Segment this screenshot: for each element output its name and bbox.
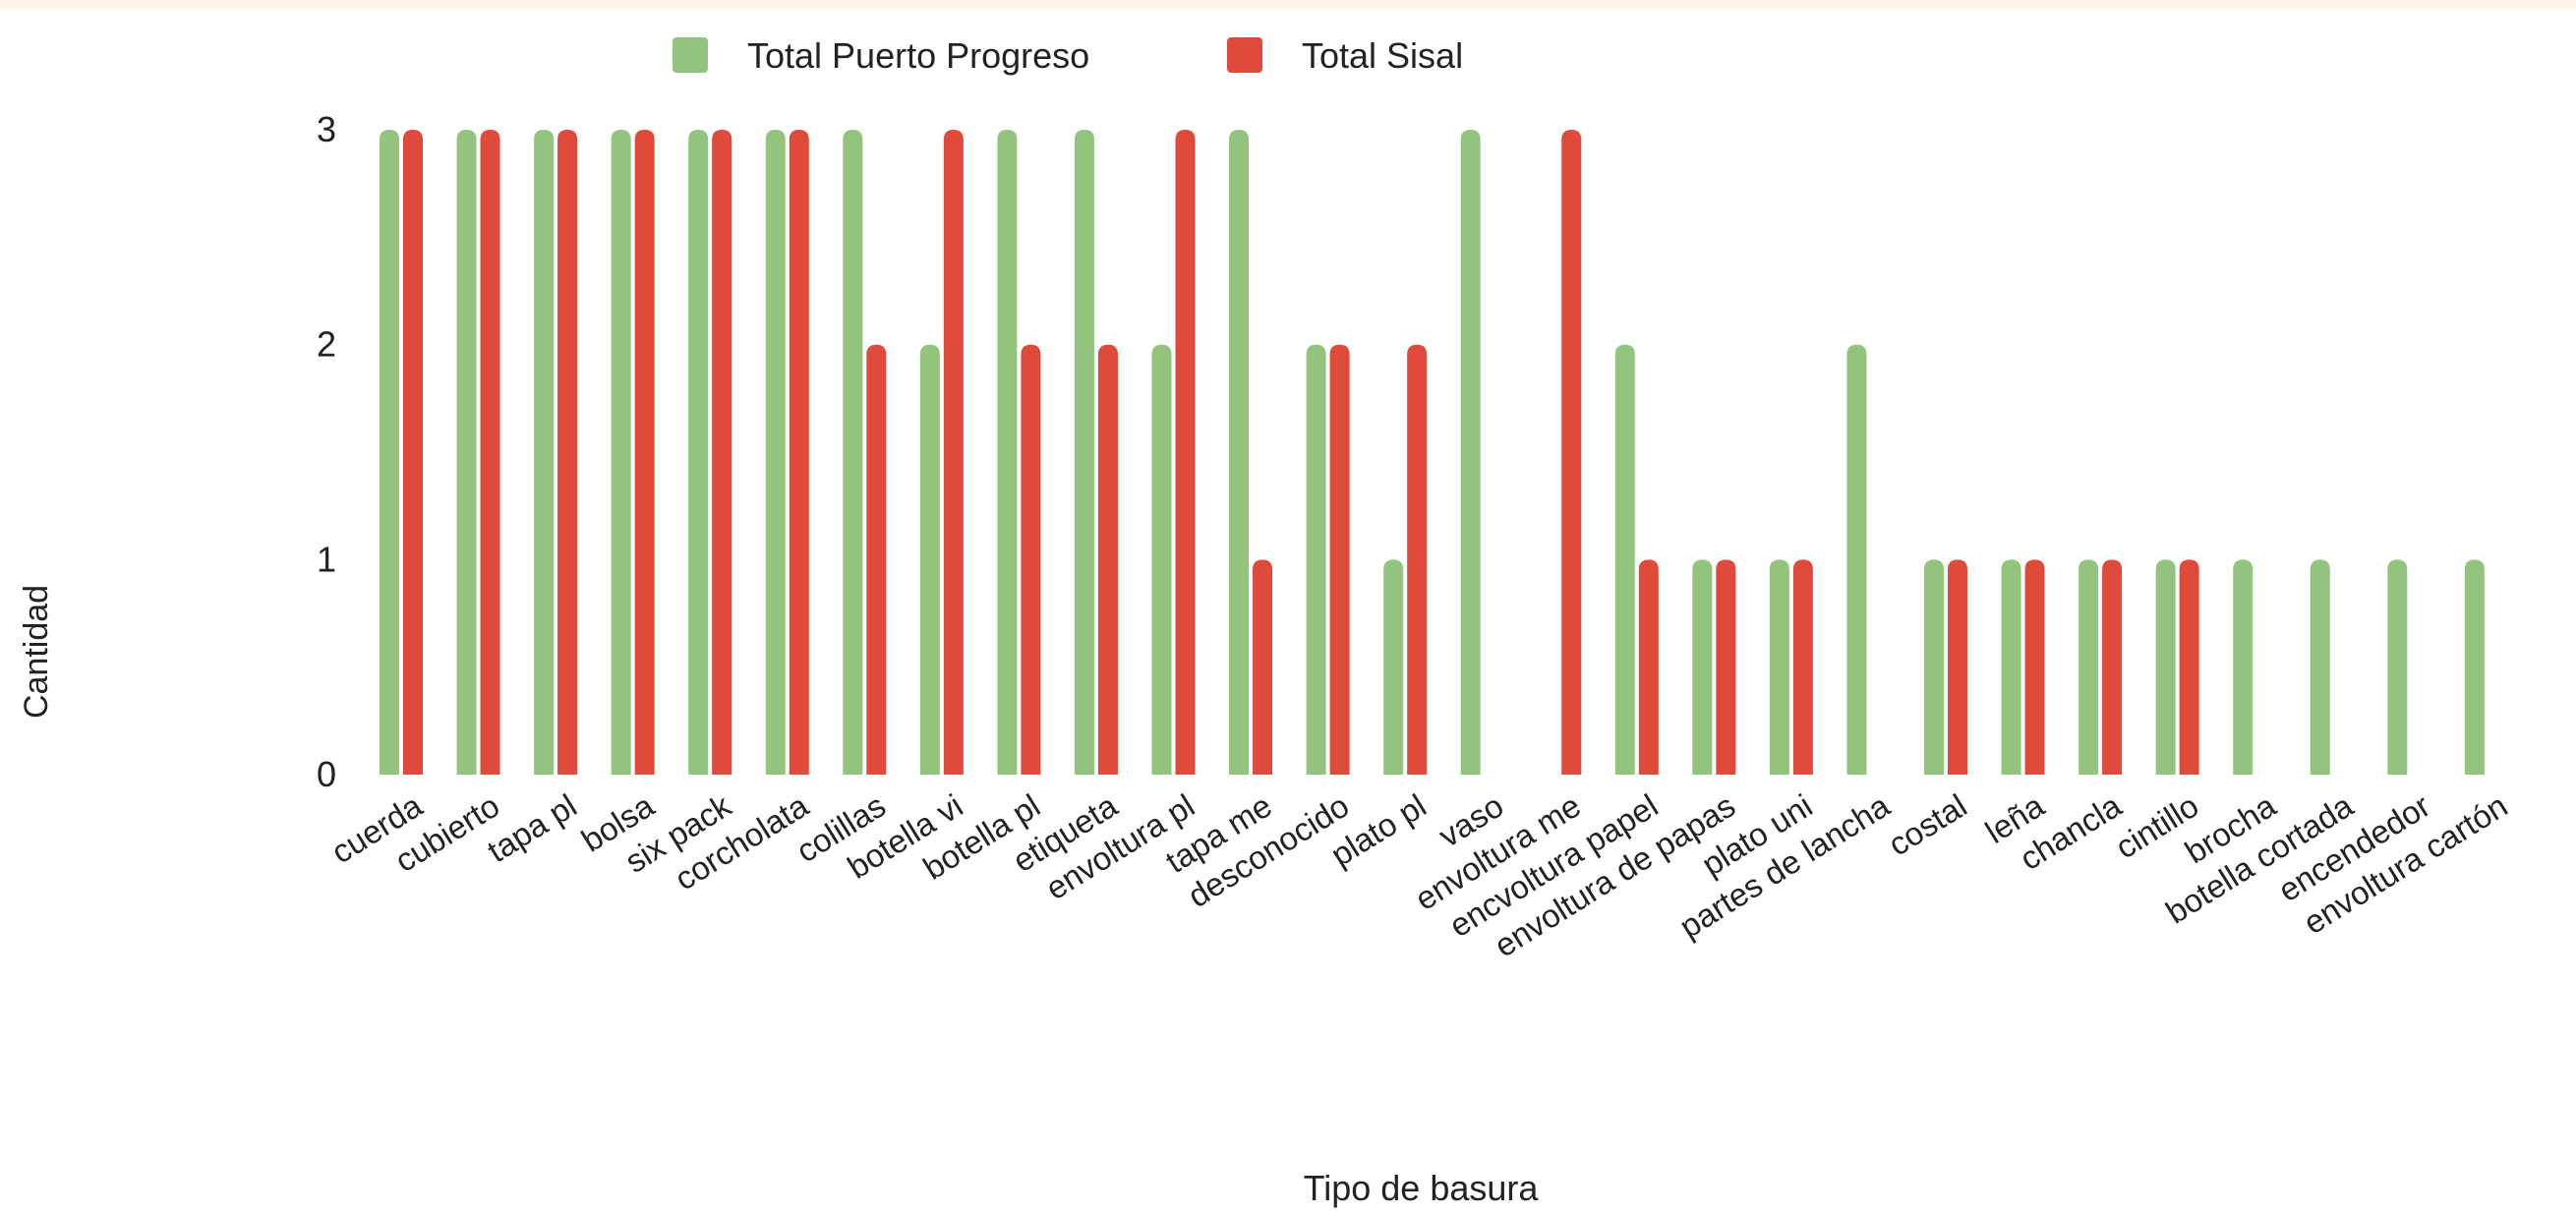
legend-label-total-sisal: Total Sisal xyxy=(1302,35,1463,76)
y-axis: 0 1 2 3 xyxy=(317,109,336,794)
bar-total-puerto-progreso-envoltura-pl xyxy=(1151,344,1172,775)
bar-total-sisal-botella-vi xyxy=(943,130,964,775)
bar-total-puerto-progreso-plato-uni xyxy=(1769,559,1789,775)
bar-total-puerto-progreso-cintillo xyxy=(2155,559,2176,775)
bar-total-puerto-progreso-encendedor xyxy=(2387,559,2408,775)
bar-total-puerto-progreso-encvoltura-papel xyxy=(1614,344,1635,775)
top-strip xyxy=(0,0,2576,10)
bar-total-puerto-progreso-plato-pl xyxy=(1383,559,1404,775)
y-tick-label: 2 xyxy=(317,324,336,365)
bar-total-puerto-progreso-lena xyxy=(2001,559,2021,775)
bar-total-sisal-tapa-pl xyxy=(557,130,578,775)
x-tick-label-costal: costal xyxy=(1882,787,1973,863)
bar-total-puerto-progreso-botella-pl xyxy=(997,130,1018,775)
bar-total-puerto-progreso-envoltura-carton xyxy=(2464,559,2485,775)
bar-total-sisal-envoltura-pl xyxy=(1175,130,1196,775)
y-tick-label: 0 xyxy=(317,754,336,794)
bar-total-sisal-plato-pl xyxy=(1407,344,1428,775)
bar-total-sisal-tapa-me xyxy=(1253,559,1273,775)
bar-total-sisal-envoltura-me xyxy=(1561,130,1582,775)
bar-total-puerto-progreso-brocha xyxy=(2233,559,2254,775)
bar-total-sisal-chancla xyxy=(2102,559,2123,775)
bar-total-puerto-progreso-costal xyxy=(1924,559,1944,775)
bar-total-puerto-progreso-cubierto xyxy=(456,130,477,775)
bar-total-puerto-progreso-vaso xyxy=(1460,130,1481,775)
bar-total-sisal-botella-pl xyxy=(1021,344,1041,775)
y-tick-label: 1 xyxy=(317,539,336,579)
bar-total-puerto-progreso-colillas xyxy=(843,130,863,775)
bar-total-puerto-progreso-chancla xyxy=(2078,559,2099,775)
bar-total-sisal-lena xyxy=(2024,559,2045,775)
bar-total-sisal-cintillo xyxy=(2179,559,2199,775)
bar-total-puerto-progreso-tapa-pl xyxy=(534,130,555,775)
legend: Total Puerto Progreso Total Sisal xyxy=(673,35,1463,76)
bar-total-puerto-progreso-envoltura-de-papas xyxy=(1692,559,1713,775)
bar-total-sisal-plato-uni xyxy=(1792,559,1813,775)
bar-total-sisal-six-pack xyxy=(712,130,732,775)
bar-total-puerto-progreso-desconocido xyxy=(1306,344,1326,775)
bar-total-sisal-costal xyxy=(1948,559,1967,775)
x-axis-title: Tipo de basura xyxy=(1304,1168,1540,1208)
bar-total-sisal-colillas xyxy=(866,344,887,775)
bar-total-sisal-etiqueta xyxy=(1097,344,1118,775)
bar-total-puerto-progreso-botella-cortada xyxy=(2310,559,2330,775)
bars xyxy=(380,130,2485,775)
y-tick-label: 3 xyxy=(317,109,336,149)
bar-total-sisal-desconocido xyxy=(1329,344,1350,775)
bar-total-puerto-progreso-six-pack xyxy=(688,130,709,775)
bar-total-puerto-progreso-cuerda xyxy=(380,130,399,775)
bar-total-sisal-bolsa xyxy=(634,130,655,775)
x-tick-label-tapa-pl: tapa pl xyxy=(481,787,583,870)
bar-total-puerto-progreso-etiqueta xyxy=(1074,130,1094,775)
bar-total-sisal-envoltura-de-papas xyxy=(1716,559,1736,775)
bar-total-puerto-progreso-partes-de-lancha xyxy=(1846,344,1867,775)
bar-total-puerto-progreso-corcholata xyxy=(765,130,786,775)
bar-total-sisal-encvoltura-papel xyxy=(1638,559,1659,775)
bar-total-sisal-cubierto xyxy=(480,130,500,775)
legend-label-total-puerto-progreso: Total Puerto Progreso xyxy=(747,35,1089,76)
bar-total-puerto-progreso-tapa-me xyxy=(1229,130,1250,775)
bar-total-sisal-corcholata xyxy=(789,130,809,775)
y-axis-title: Cantidad xyxy=(18,585,55,719)
legend-swatch-total-sisal xyxy=(1227,37,1262,73)
bar-total-sisal-cuerda xyxy=(403,130,423,775)
legend-swatch-total-puerto-progreso xyxy=(673,37,708,73)
bar-total-puerto-progreso-botella-vi xyxy=(919,344,940,775)
bar-total-puerto-progreso-bolsa xyxy=(611,130,631,775)
